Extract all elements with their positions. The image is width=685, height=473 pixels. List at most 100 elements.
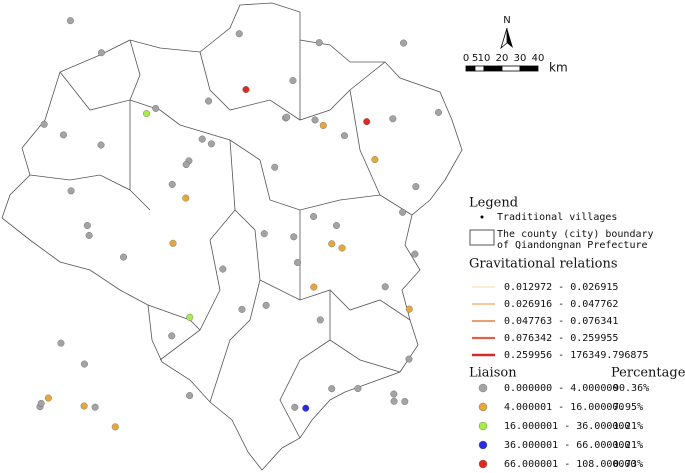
- village: [390, 397, 398, 405]
- village: [238, 305, 246, 313]
- village: [332, 222, 340, 230]
- village: [302, 404, 310, 412]
- liaison-range: 16.000001 - 36.000000: [504, 421, 630, 432]
- village: [294, 259, 302, 267]
- village: [97, 141, 105, 149]
- village: [111, 423, 119, 431]
- village: [168, 332, 176, 340]
- scale-segment: [474, 65, 485, 72]
- village: [434, 108, 442, 116]
- liaison-percentage: 7.95%: [613, 402, 643, 413]
- village: [242, 86, 250, 94]
- village: [37, 399, 45, 407]
- village: [59, 131, 67, 139]
- village: [371, 156, 379, 164]
- village: [186, 392, 194, 400]
- village: [152, 104, 160, 112]
- village: [400, 39, 408, 47]
- village: [83, 221, 91, 229]
- liaison-swatch: [478, 402, 488, 412]
- village: [44, 394, 52, 402]
- village: [67, 187, 75, 195]
- village: [338, 244, 346, 252]
- scale-label: 40: [532, 53, 545, 64]
- liaison-title: Liaison: [469, 366, 517, 381]
- village: [40, 120, 48, 128]
- liaison-range: 36.000001 - 66.000000: [504, 440, 630, 451]
- liaison-swatch: [478, 459, 488, 469]
- village: [219, 265, 227, 273]
- villages-layer: [36, 17, 442, 431]
- village: [401, 398, 409, 406]
- liaison-swatch: [478, 440, 488, 450]
- village: [316, 316, 324, 324]
- village: [169, 239, 177, 247]
- relation-range: 0.259956 - 176349.796875: [504, 350, 649, 361]
- village: [354, 385, 362, 393]
- village: [260, 230, 268, 238]
- village: [411, 250, 419, 258]
- legend-item: The county (city) boundary: [497, 229, 654, 240]
- relations-title: Gravitational relations: [469, 257, 618, 272]
- liaison-swatch: [478, 421, 488, 431]
- legend-title: Legend: [469, 196, 518, 211]
- village: [207, 140, 215, 148]
- scale-segment: [483, 65, 503, 72]
- north-label: N: [503, 15, 510, 26]
- legend-village-symbol: [480, 215, 484, 219]
- village: [319, 121, 327, 129]
- village: [405, 305, 413, 313]
- scale-segment: [465, 65, 476, 72]
- village: [340, 132, 348, 140]
- scale-label: 10: [478, 53, 491, 64]
- north-arrow-left: [500, 27, 508, 50]
- north-arrow: N: [500, 15, 513, 50]
- village: [97, 49, 105, 57]
- liaison-percentage: 1.21%: [613, 421, 643, 432]
- scale-segment: [519, 65, 539, 72]
- village: [389, 115, 397, 123]
- scale-label: 5: [472, 53, 478, 64]
- village: [271, 163, 279, 171]
- village: [310, 213, 318, 221]
- scale-bar: 0 5 10 20 30 40 km: [463, 53, 568, 75]
- village: [405, 355, 413, 363]
- village: [57, 339, 65, 347]
- scale-segment: [501, 65, 521, 72]
- village: [311, 116, 319, 124]
- scale-label: 0: [463, 53, 469, 64]
- relation-range: 0.047763 - 0.076341: [504, 316, 618, 327]
- village: [283, 113, 291, 121]
- village: [363, 118, 371, 126]
- village: [412, 183, 420, 191]
- liaison-range: 66.000001 - 108.000000: [504, 459, 636, 470]
- village: [80, 360, 88, 368]
- legend-item: Traditional villages: [497, 212, 617, 223]
- village: [198, 135, 206, 143]
- village: [85, 231, 93, 239]
- village: [262, 301, 270, 309]
- relation-range: 0.012972 - 0.026915: [504, 282, 618, 293]
- liaison-percentage: 0.73%: [613, 459, 643, 470]
- village: [205, 97, 213, 105]
- relation-range: 0.026916 - 0.047762: [504, 299, 618, 310]
- scale-unit: km: [549, 61, 568, 75]
- relation-range: 0.076342 - 0.259955: [504, 333, 618, 344]
- village: [310, 283, 318, 291]
- village: [168, 180, 176, 188]
- percentage-header: Percentage: [611, 366, 685, 381]
- legend-item: of Qiandongnan Prefecture: [497, 240, 648, 251]
- scale-label: 20: [496, 53, 509, 64]
- village: [291, 403, 299, 411]
- legend-boundary-symbol: [469, 229, 495, 246]
- village: [235, 30, 243, 38]
- liaison-range: 0.000000 - 4.000000: [504, 383, 618, 394]
- north-arrow-right: [507, 28, 513, 48]
- village: [390, 390, 398, 398]
- village: [290, 233, 298, 241]
- liaison-range: 4.000001 - 16.000000: [504, 402, 624, 413]
- liaison-percentage: 1.21%: [613, 440, 643, 451]
- village: [120, 253, 128, 261]
- village: [328, 240, 336, 248]
